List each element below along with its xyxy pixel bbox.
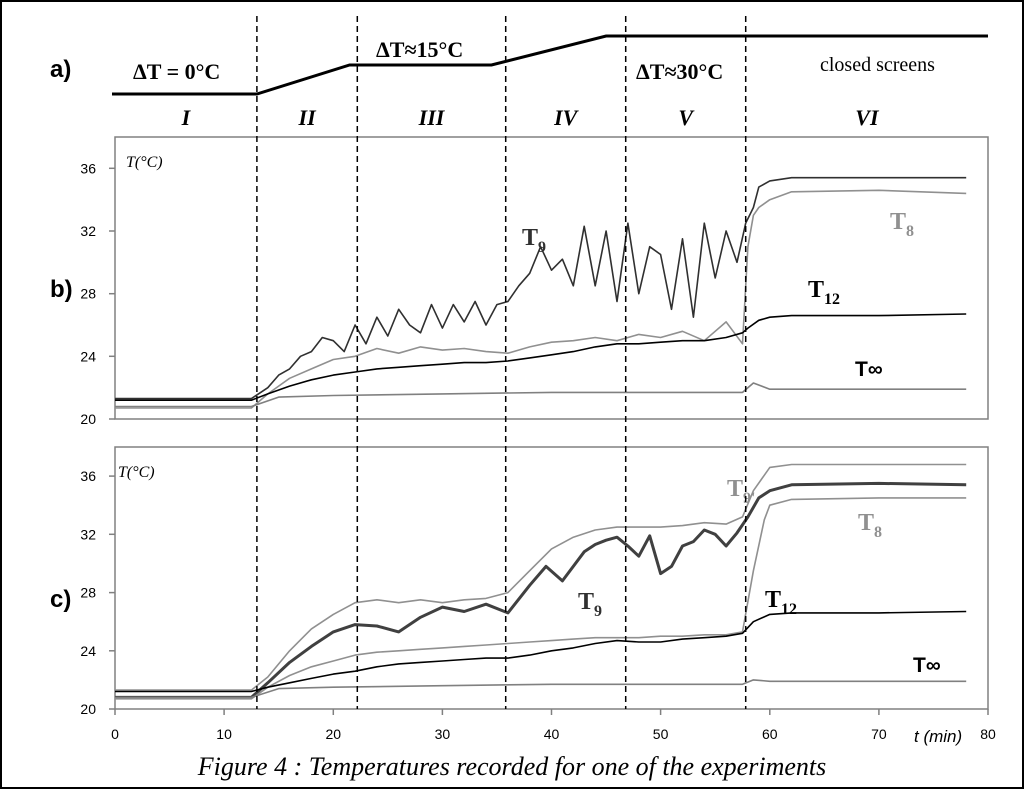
panel-c-ylabel: T(°C) (118, 464, 155, 481)
xtick-label-0: 0 (111, 726, 119, 742)
series-labels: T9 T8 T12 T∞ T9' T8 T9 T12 T∞ (522, 209, 941, 677)
panel-a-label: a) (50, 56, 71, 83)
phase-label-III: III (418, 105, 446, 130)
series-line-c-0 (115, 463, 967, 691)
panel-c-label: c) (50, 586, 71, 613)
ytick-label-c-28: 28 (80, 585, 96, 601)
ytick-label-c-32: 32 (80, 526, 96, 542)
phase-label-II: II (298, 105, 318, 130)
delta-t-profile-line (112, 34, 988, 96)
panel-c-plot-area (114, 446, 989, 710)
phase-label-VI: VI (855, 105, 880, 130)
ytick-label-c-24: 24 (80, 643, 96, 659)
panel-c-xlabel: t (min) (914, 727, 962, 746)
series-line-b-1 (115, 189, 967, 409)
ytick-label-c-36: 36 (80, 468, 96, 484)
dt0-label: ΔT = 0°C (133, 59, 220, 84)
ytick-label-b-20: 20 (80, 411, 96, 427)
xtick-label-80: 80 (980, 726, 996, 742)
ytick-label-b-36: 36 (80, 160, 96, 176)
xtick-label-60: 60 (762, 726, 778, 742)
panel-b-plot-area (114, 136, 989, 420)
series-line-c-1 (115, 481, 967, 699)
series-line-b-3 (115, 382, 967, 408)
dt30-label: ΔT≈30°C (636, 59, 723, 84)
series-line-b-2 (115, 313, 967, 402)
xtick-label-30: 30 (435, 726, 451, 742)
xtick-label-20: 20 (326, 726, 342, 742)
phase-label-I: I (181, 105, 192, 130)
label-b-tinf: T∞ (855, 358, 883, 381)
closed-screens-label: closed screens (820, 54, 935, 76)
panel-b-label: b) (50, 276, 73, 303)
series-line-c-4 (115, 679, 967, 699)
series-line-c-3 (115, 610, 967, 693)
label-c-tinf: T∞ (913, 654, 941, 677)
series-line-c-2 (115, 497, 967, 700)
ytick-label-c-20: 20 (80, 701, 96, 717)
xtick-label-50: 50 (653, 726, 669, 742)
series-line-b-0 (115, 176, 967, 400)
panel-b-ylabel: T(°C) (126, 154, 163, 171)
xtick-label-10: 10 (216, 726, 232, 742)
xtick-label-40: 40 (544, 726, 560, 742)
ytick-label-b-28: 28 (80, 286, 96, 302)
phase-label-V: V (678, 105, 695, 130)
figure-caption: Figure 4 : Temperatures recorded for one… (197, 752, 826, 781)
ytick-label-b-24: 24 (80, 348, 96, 364)
xtick-label-70: 70 (871, 726, 887, 742)
phase-label-IV: IV (553, 105, 580, 130)
dt15-label: ΔT≈15°C (376, 37, 463, 62)
ytick-label-b-32: 32 (80, 223, 96, 239)
